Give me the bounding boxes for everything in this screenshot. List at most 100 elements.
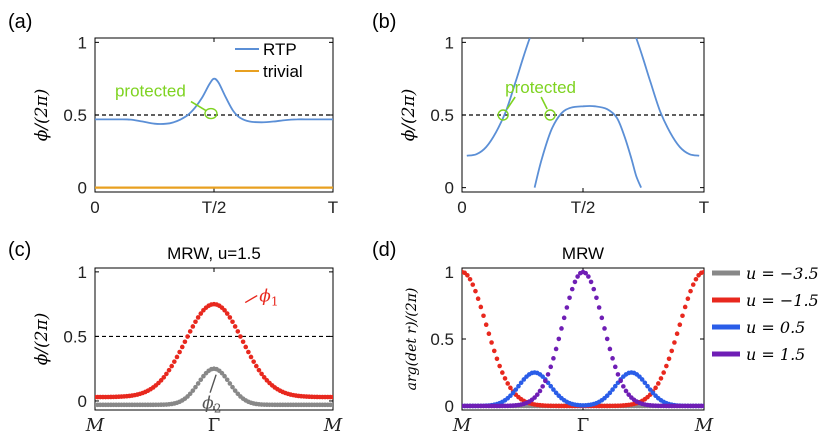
series-label-arrow <box>244 294 258 304</box>
data-point <box>508 385 513 391</box>
series-line-band1 <box>466 38 531 157</box>
data-point <box>240 339 246 345</box>
legend-item: u = 0.5 <box>712 318 805 337</box>
data-point <box>505 381 511 386</box>
protected-marker <box>544 109 556 121</box>
annotation-label: protected <box>505 78 576 97</box>
data-point <box>674 331 680 337</box>
plot-area <box>95 301 333 408</box>
data-point <box>556 336 562 342</box>
data-point <box>232 388 238 393</box>
data-point <box>553 390 559 396</box>
plot-area <box>95 77 333 189</box>
legend-item: trivial <box>235 62 303 81</box>
legend-label: u = −1.5 <box>746 291 819 310</box>
y-tick-label: 0.5 <box>63 327 87 346</box>
protected-marker <box>204 107 218 120</box>
x-tick-label: 0 <box>457 198 466 217</box>
data-point <box>172 359 177 364</box>
data-point <box>551 387 556 392</box>
legend-item: RTP <box>235 40 297 59</box>
series-label-arrow <box>209 374 217 393</box>
data-point <box>610 387 615 392</box>
x-tick-label: M <box>694 415 714 436</box>
legend-label: u = 0.5 <box>746 318 805 337</box>
data-point <box>612 383 618 389</box>
protected-arrow <box>506 96 516 110</box>
data-point <box>540 384 545 389</box>
x-tick-label: M <box>85 415 105 436</box>
data-point <box>518 380 524 386</box>
y-axis-label: arg(det r)/(2π) <box>404 288 420 391</box>
series-line-band2 <box>533 105 642 188</box>
data-point <box>470 282 476 287</box>
y-tick-label: 0 <box>78 179 87 198</box>
legend-item: u = −1.5 <box>712 291 819 310</box>
x-tick-label: 0 <box>90 198 99 217</box>
data-point <box>661 370 666 375</box>
data-point <box>615 372 621 377</box>
data-point <box>701 269 704 275</box>
data-point <box>198 311 204 316</box>
y-tick-label: 1 <box>78 33 87 52</box>
data-point <box>647 387 653 392</box>
y-tick-label: 1 <box>445 33 454 52</box>
series-label-ϕ1: ϕ1 <box>259 287 278 309</box>
protected-arrow <box>540 96 548 110</box>
y-tick-label: 1 <box>78 263 87 282</box>
data-point <box>545 372 551 377</box>
data-point <box>261 375 267 380</box>
series-line-band3 <box>635 38 700 157</box>
data-point <box>195 381 201 386</box>
data-point <box>655 381 661 386</box>
x-tick-label: Γ <box>208 415 221 436</box>
data-point <box>599 315 605 321</box>
y-tick-label: 0 <box>78 392 87 411</box>
data-point <box>224 377 230 383</box>
data-point <box>481 313 486 319</box>
x-tick-label: M <box>323 415 343 436</box>
data-point <box>254 363 259 369</box>
data-point <box>494 356 500 362</box>
data-point <box>559 326 564 331</box>
protected-arrow <box>190 100 207 112</box>
data-point <box>669 348 675 354</box>
y-tick-label: 0.5 <box>430 106 454 125</box>
data-point <box>222 308 227 313</box>
data-point <box>588 279 594 285</box>
data-point <box>516 383 521 389</box>
data-point <box>248 354 254 360</box>
legend-label: trivial <box>263 62 303 81</box>
data-point <box>500 370 505 375</box>
data-point <box>483 322 489 328</box>
data-point <box>164 371 169 377</box>
data-point <box>602 326 607 331</box>
legend-label: u = −3.5 <box>746 264 819 283</box>
series-u=0.5 <box>462 370 704 409</box>
chart-title: MRW, u=1.5 <box>167 244 261 263</box>
data-point <box>230 319 235 325</box>
y-axis-label: ϕ/(2π) <box>32 313 52 366</box>
data-point <box>553 346 559 352</box>
data-point <box>645 383 650 389</box>
data-point <box>169 363 174 369</box>
data-point <box>201 373 206 379</box>
data-point <box>591 286 597 292</box>
y-tick-label: 0.5 <box>63 106 87 125</box>
data-point <box>246 349 251 355</box>
legend-item: u = −3.5 <box>712 264 819 283</box>
data-point <box>604 336 610 342</box>
data-point <box>230 384 235 390</box>
data-point <box>330 394 333 400</box>
data-point <box>251 359 256 364</box>
data-point <box>534 392 540 397</box>
plot-area <box>466 38 700 188</box>
data-point <box>701 403 704 409</box>
data-point <box>502 376 508 381</box>
data-point <box>532 395 537 400</box>
data-point <box>243 344 249 350</box>
data-point <box>219 370 225 376</box>
data-point <box>548 383 554 389</box>
data-point <box>187 391 193 397</box>
